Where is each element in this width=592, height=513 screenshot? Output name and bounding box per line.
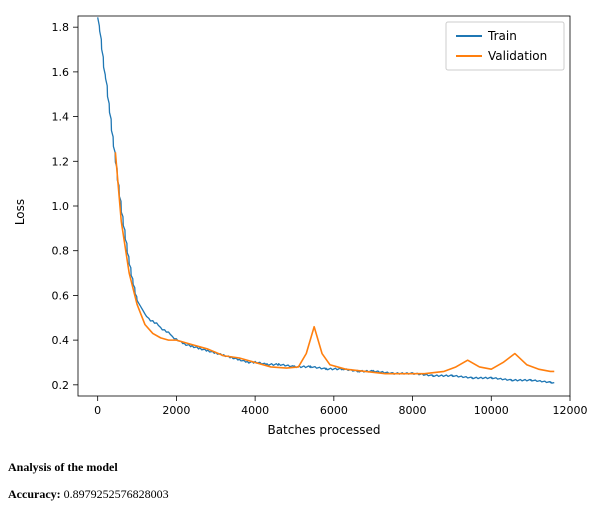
svg-text:Loss: Loss bbox=[13, 199, 27, 225]
svg-text:1.2: 1.2 bbox=[52, 155, 70, 168]
page-root: 0 2000 4000 6000 8000 10000 12000 0.2 0.4 0.6 0.8 1… bbox=[0, 0, 592, 513]
analysis-block: Analysis of the model Accuracy: 0.897925… bbox=[8, 460, 169, 502]
svg-text:0.6: 0.6 bbox=[52, 289, 70, 302]
svg-text:1.0: 1.0 bbox=[52, 200, 70, 213]
svg-text:0.8: 0.8 bbox=[52, 245, 70, 258]
svg-text:6000: 6000 bbox=[320, 404, 348, 417]
svg-text:2000: 2000 bbox=[162, 404, 190, 417]
svg-text:Batches processed: Batches processed bbox=[267, 423, 380, 437]
accuracy-value: 0.8979252576828003 bbox=[64, 487, 169, 501]
svg-text:0.4: 0.4 bbox=[52, 334, 70, 347]
chart-svg: 0 2000 4000 6000 8000 10000 12000 0.2 0.4 0.6 0.8 1… bbox=[0, 0, 592, 450]
svg-text:1.6: 1.6 bbox=[52, 66, 70, 79]
svg-text:Validation: Validation bbox=[488, 49, 547, 63]
svg-text:Train: Train bbox=[487, 29, 517, 43]
svg-text:10000: 10000 bbox=[474, 404, 509, 417]
loss-chart: 0 2000 4000 6000 8000 10000 12000 0.2 0.4 0.6 0.8 1… bbox=[0, 0, 592, 450]
svg-text:1.8: 1.8 bbox=[52, 21, 70, 34]
svg-text:12000: 12000 bbox=[553, 404, 588, 417]
accuracy-line: Accuracy: 0.8979252576828003 bbox=[8, 487, 169, 502]
svg-text:1.4: 1.4 bbox=[52, 111, 70, 124]
svg-text:4000: 4000 bbox=[241, 404, 269, 417]
svg-text:0.2: 0.2 bbox=[52, 379, 70, 392]
analysis-heading: Analysis of the model bbox=[8, 460, 169, 475]
svg-text:0: 0 bbox=[94, 404, 101, 417]
svg-text:8000: 8000 bbox=[399, 404, 427, 417]
accuracy-label: Accuracy: bbox=[8, 487, 61, 501]
